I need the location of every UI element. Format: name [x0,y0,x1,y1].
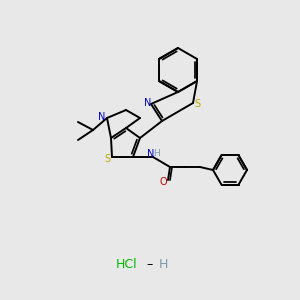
Text: –: – [147,259,153,272]
Text: O: O [159,177,167,187]
Text: H: H [158,259,168,272]
Text: S: S [104,154,110,164]
Text: N: N [98,112,106,122]
Text: HCl: HCl [116,259,138,272]
Text: S: S [194,99,200,109]
Text: H: H [153,149,159,158]
Text: N: N [144,98,152,108]
Text: N: N [147,149,155,159]
